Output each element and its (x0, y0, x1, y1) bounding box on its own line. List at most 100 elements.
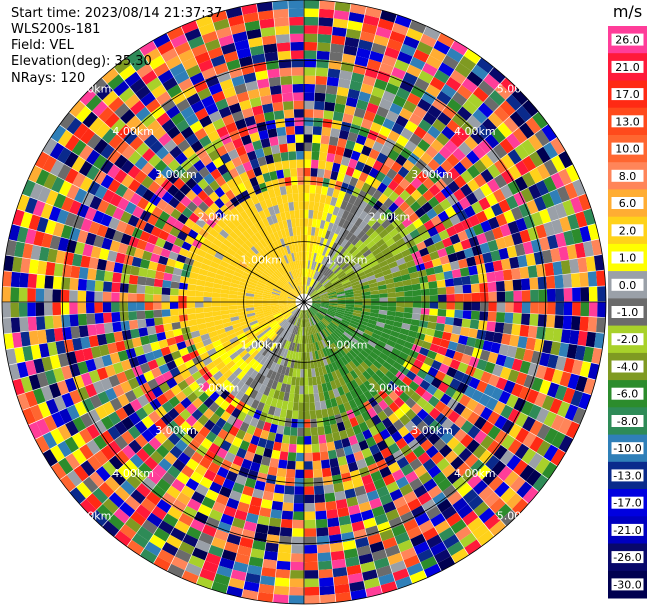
ray-gate (555, 356, 567, 371)
ray-gate (308, 218, 313, 227)
ray-gate (304, 285, 307, 294)
ray-gate (336, 291, 345, 295)
ray-gate (554, 202, 568, 219)
ray-gate (119, 302, 129, 312)
ray-gate (311, 226, 316, 236)
ray-gate (383, 323, 394, 331)
ray-gate (325, 93, 337, 104)
ray-gate (330, 333, 338, 341)
ray-gate (390, 330, 400, 338)
ray-gate (500, 184, 514, 199)
ray-gate (555, 302, 565, 316)
ray-gate (454, 293, 464, 302)
ray-gate (488, 67, 506, 84)
ray-gate (353, 197, 363, 208)
ray-gate (418, 70, 434, 84)
ray-gate (375, 238, 386, 248)
ray-gate (85, 302, 95, 314)
ray-gate (295, 377, 300, 386)
ray-gate (330, 43, 345, 54)
ray-gate (399, 79, 414, 93)
ray-gate (453, 277, 463, 286)
ray-gate (326, 76, 339, 87)
ray-gate (373, 34, 389, 47)
ray-gate (351, 358, 361, 368)
ray-gate (334, 284, 344, 290)
ray-gate (335, 339, 344, 348)
ray-gate (463, 205, 476, 218)
ray-gate (538, 289, 548, 302)
ray-gate (377, 313, 387, 320)
ray-gate (563, 230, 575, 246)
ray-gate (171, 274, 181, 283)
ray-gate (478, 273, 488, 284)
ray-gate (461, 318, 471, 328)
ray-gate (348, 275, 358, 282)
ray-gate (304, 100, 315, 110)
ray-gate (278, 544, 292, 554)
ray-gate (310, 291, 318, 298)
ray-gate (297, 419, 304, 428)
ray-gate (412, 218, 424, 229)
ray-gate (304, 176, 311, 185)
ray-gate (304, 125, 313, 135)
ray-gate (291, 184, 299, 194)
ray-gate (284, 485, 295, 495)
ray-gate (331, 223, 338, 233)
ray-gate (482, 470, 498, 486)
ray-gate (312, 302, 321, 304)
ray-gate (403, 341, 414, 350)
ray-gate (539, 352, 551, 367)
ray-gate (308, 308, 315, 316)
ray-gate (374, 251, 384, 260)
ray-gate (436, 279, 446, 288)
ray-gate (474, 338, 485, 350)
ray-gate (304, 503, 315, 512)
ray-gate (289, 25, 304, 34)
ray-gate (411, 403, 423, 415)
ray-gate (406, 92, 421, 106)
ray-gate (236, 302, 246, 306)
ray-gate (494, 415, 508, 430)
ray-gate (220, 306, 229, 311)
ray-gate (322, 247, 328, 256)
ray-gate (308, 201, 315, 211)
ray-gate (274, 17, 289, 27)
field-label: Field: VEL (11, 38, 74, 53)
ray-gate (351, 283, 361, 289)
ray-gate (363, 267, 373, 275)
ray-gate (70, 265, 81, 279)
ray-gate (333, 281, 342, 287)
ray-gate (366, 354, 376, 364)
ray-gate (325, 326, 333, 335)
ray-gate (433, 388, 445, 401)
ray-gate (440, 431, 454, 445)
ray-gate (313, 315, 319, 324)
ray-gate (522, 155, 537, 172)
ray-gate (365, 252, 375, 261)
ray-gate (451, 112, 467, 128)
ray-gate (409, 426, 422, 439)
ray-gate (547, 354, 559, 369)
ray-gate (464, 385, 476, 399)
ray-gate (311, 304, 320, 308)
ray-gate (409, 133, 422, 146)
ray-gate (367, 376, 377, 387)
ray-gate (450, 456, 465, 470)
ray-gate (575, 375, 588, 393)
ray-gate (346, 270, 355, 277)
ray-gate (433, 329, 444, 339)
ray-gate (596, 317, 606, 333)
ray-gate (286, 460, 296, 470)
ray-gate (354, 304, 363, 308)
ray-gate (220, 302, 229, 307)
ray-gate (332, 18, 348, 29)
ray-gate (468, 377, 481, 390)
ray-gate (429, 288, 438, 296)
ray-gate (507, 220, 520, 235)
ray-gate (528, 452, 544, 470)
ray-gate (476, 380, 488, 393)
ray-gate (356, 230, 366, 240)
ray-gate (427, 321, 437, 330)
ray-gate (489, 90, 506, 106)
